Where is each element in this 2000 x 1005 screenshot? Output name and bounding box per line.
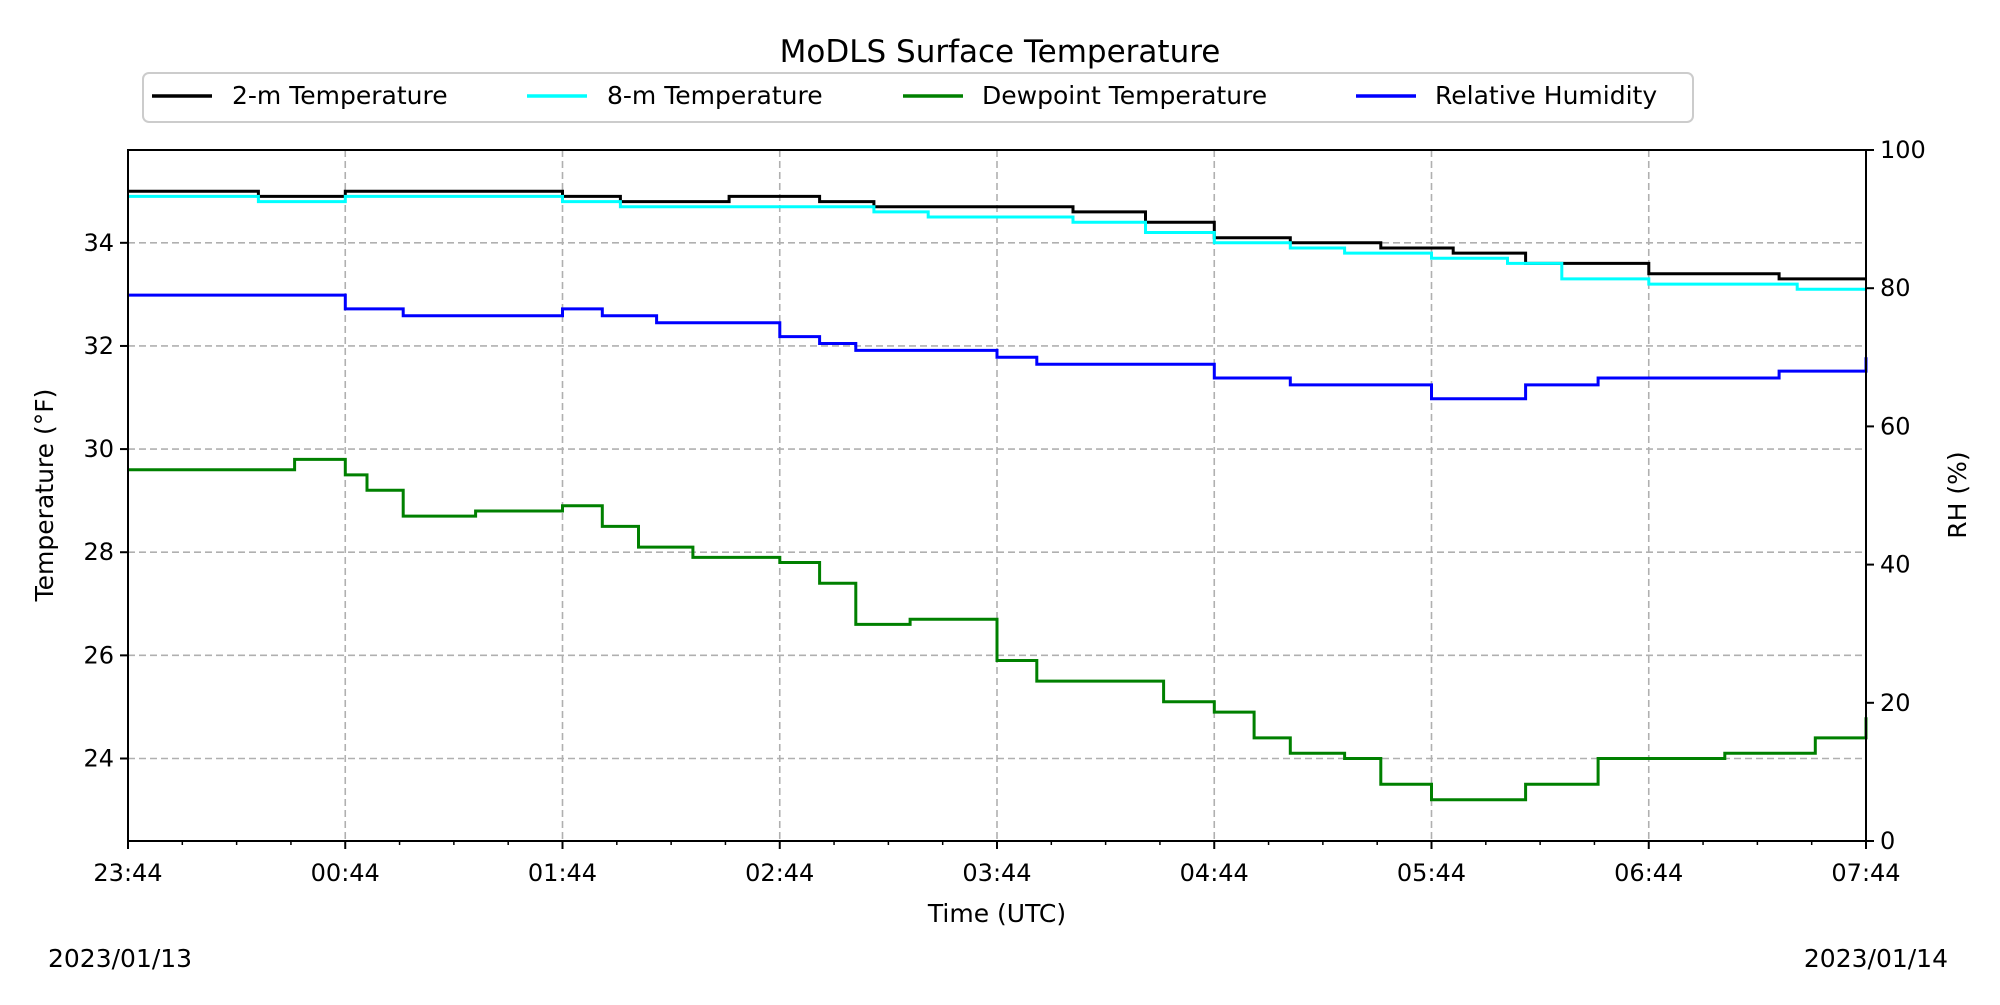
- y-right-tick-label: 80: [1880, 274, 1911, 302]
- x-tick-label: 07:44: [1831, 859, 1900, 887]
- series-8m-temperature: [128, 194, 1866, 291]
- y-left-tick-label: 24: [83, 744, 114, 772]
- legend: 2-m Temperature 8-m Temperature Dewpoint…: [142, 72, 1694, 123]
- y-left-tick-label: 26: [83, 641, 114, 669]
- y-left-tick-label: 28: [83, 538, 114, 566]
- legend-label-2m-temperature: 2-m Temperature: [232, 81, 448, 110]
- start-date-label: 2023/01/13: [48, 944, 192, 973]
- y-left-tick-label: 32: [83, 332, 114, 360]
- y-right-tick-label: 60: [1880, 412, 1911, 440]
- x-axis-label: Time (UTC): [927, 899, 1066, 928]
- y-right-tick-label: 40: [1880, 551, 1911, 579]
- legend-label-dewpoint-temperature: Dewpoint Temperature: [982, 81, 1267, 110]
- x-tick-label: 06:44: [1614, 859, 1683, 887]
- x-tick-label: 00:44: [311, 859, 380, 887]
- x-tick-label: 05:44: [1397, 859, 1466, 887]
- x-tick-label: 03:44: [962, 859, 1031, 887]
- y-left-tick-label: 34: [83, 229, 114, 257]
- y-axis-right-label: RH (%): [1943, 451, 1972, 538]
- end-date-label: 2023/01/14: [1804, 944, 1948, 973]
- legend-label-8m-temperature: 8-m Temperature: [607, 81, 823, 110]
- y-right-tick-label: 20: [1880, 689, 1911, 717]
- y-left-tick-label: 30: [83, 435, 114, 463]
- legend-label-relative-humidity: Relative Humidity: [1435, 81, 1657, 110]
- x-tick-label: 01:44: [528, 859, 597, 887]
- chart-title: MoDLS Surface Temperature: [780, 34, 1221, 70]
- x-tick-label: 04:44: [1180, 859, 1249, 887]
- series-dewpoint-temperature: [128, 457, 1868, 802]
- y-axis-left-label: Temperature (°F): [30, 389, 59, 603]
- y-right-tick-label: 100: [1880, 136, 1926, 164]
- series-2m-temperature: [128, 189, 1866, 281]
- y-right-tick-label: 0: [1880, 827, 1895, 855]
- x-tick-label: 02:44: [745, 859, 814, 887]
- x-tick-label: 23:44: [93, 859, 162, 887]
- series-relative-humidity: [128, 293, 1868, 401]
